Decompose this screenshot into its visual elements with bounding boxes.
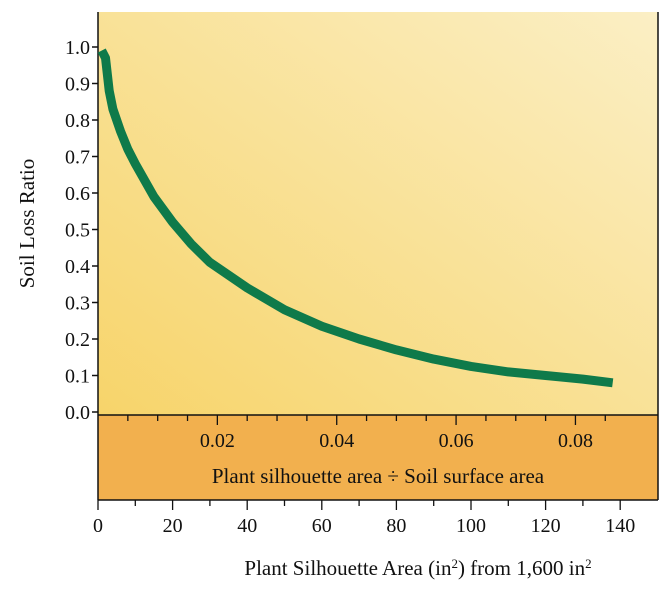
y-tick-label: 0.4 (65, 256, 90, 278)
secondary-axis-label: Plant silhouette area ÷ Soil surface are… (212, 464, 545, 488)
y-tick-label: 0.8 (65, 110, 90, 132)
secondary-tick-label: 0.08 (558, 430, 593, 452)
y-tick-label: 0.5 (65, 220, 90, 242)
y-tick-label: 0.9 (65, 74, 90, 96)
y-tick-label: 0.7 (65, 147, 90, 169)
x-tick-label: 140 (605, 515, 635, 537)
x-tick-label: 20 (163, 515, 183, 537)
secondary-tick-label: 0.04 (319, 430, 354, 452)
y-tick-label: 0.0 (65, 402, 90, 424)
labels: 0.0 0.1 0.2 0.3 0.4 0.5 0.6 0.7 0.8 0.9 1.0 0.02 0.0… (15, 37, 635, 580)
x-tick-label: 120 (531, 515, 561, 537)
secondary-tick-label: 0.06 (439, 430, 474, 452)
x-tick-label: 40 (237, 515, 257, 537)
secondary-tick-label: 0.02 (200, 430, 235, 452)
secondary-axis-band (98, 415, 658, 500)
plot-background (98, 12, 658, 415)
x-tick-label: 60 (312, 515, 332, 537)
y-tick-label: 0.2 (65, 329, 90, 351)
series-layer (97, 48, 614, 388)
y-axis-title: Soil Loss Ratio (15, 159, 39, 289)
y-tick-label: 0.1 (65, 366, 90, 388)
y-tick-label: 1.0 (65, 37, 90, 59)
y-tick-label: 0.6 (65, 183, 90, 205)
x-tick-label: 80 (386, 515, 406, 537)
x-axis-title: Plant Silhouette Area (in2) from 1,600 i… (244, 556, 591, 581)
y-tick-label: 0.3 (65, 293, 90, 315)
axes (92, 12, 659, 510)
series-line (97, 48, 614, 388)
x-tick-label: 0 (93, 515, 103, 537)
x-tick-label: 100 (456, 515, 486, 537)
